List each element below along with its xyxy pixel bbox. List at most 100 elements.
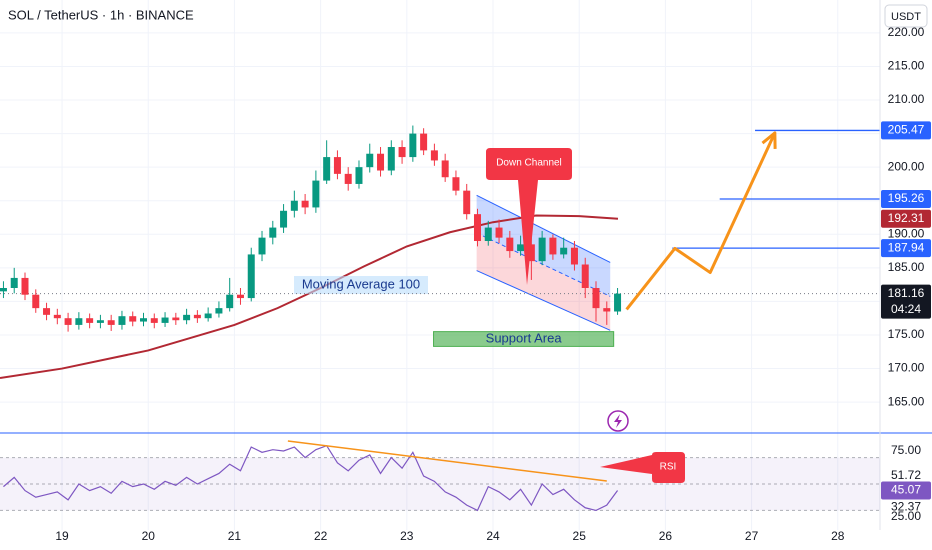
candle-body xyxy=(53,314,61,319)
channel-upper-line xyxy=(476,194,611,263)
candle-body xyxy=(107,320,115,325)
last-price-label: 181.16 xyxy=(888,286,925,300)
channel-mid-line xyxy=(476,232,611,297)
candle-body xyxy=(215,308,223,314)
candle-body xyxy=(140,318,148,322)
x-tick-label: 20 xyxy=(142,529,156,543)
candle-body xyxy=(495,227,503,238)
rsi-callout xyxy=(600,452,685,483)
candle-body xyxy=(96,320,104,323)
candle-body xyxy=(161,317,169,323)
support-area xyxy=(433,331,615,347)
candle-body xyxy=(21,277,29,295)
candle-body xyxy=(247,254,255,299)
x-tick-label: 22 xyxy=(314,529,328,543)
x-tick-label: 25 xyxy=(573,529,587,543)
level-label-bg xyxy=(881,121,931,140)
candle-body xyxy=(301,200,309,208)
candle-body xyxy=(75,318,83,325)
ma-label: Moving Average 100 xyxy=(302,276,420,291)
level-label: 187.94 xyxy=(888,240,925,254)
candle-body xyxy=(10,277,18,288)
candle-body xyxy=(269,227,277,238)
candle-body xyxy=(150,318,158,323)
x-tick-label: 27 xyxy=(745,529,759,543)
level-label-bg xyxy=(881,239,931,258)
candle-body xyxy=(226,294,234,309)
candle-body xyxy=(387,147,395,171)
channel-lower-line xyxy=(476,270,611,331)
candle-body xyxy=(581,264,589,288)
y-tick-label: 175.00 xyxy=(888,327,925,341)
level-label-bg xyxy=(881,189,931,208)
last-price-bg xyxy=(881,284,931,319)
candle-body xyxy=(377,153,385,171)
rsi-last-label: 45.07 xyxy=(891,483,921,497)
candle-body xyxy=(280,210,288,228)
rsi-trendline xyxy=(287,440,607,482)
candle-body xyxy=(43,308,51,315)
candle-body xyxy=(452,177,460,191)
level-label: 195.26 xyxy=(888,191,925,205)
currency-label[interactable]: USDT xyxy=(891,11,921,23)
y-tick-label: 170.00 xyxy=(888,361,925,375)
alert-bolt xyxy=(614,414,622,428)
candle-body xyxy=(517,244,525,252)
candle-body xyxy=(441,160,449,178)
ma-label-bg xyxy=(294,276,428,294)
candle-body xyxy=(258,237,266,255)
candle-body xyxy=(409,133,417,158)
candle-body xyxy=(484,227,492,242)
rsi-tick-label: 75.00 xyxy=(891,443,921,457)
candle-body xyxy=(366,153,374,168)
y-tick-label: 220.00 xyxy=(888,25,925,39)
candle-body xyxy=(129,316,137,322)
rsi-last-bg xyxy=(881,481,931,500)
candle-body xyxy=(506,237,514,252)
candle-body xyxy=(398,147,406,158)
ma-value-label: 192.31 xyxy=(888,211,925,225)
candle-body xyxy=(86,318,94,323)
candle-body xyxy=(603,308,611,312)
candle-body xyxy=(64,318,72,325)
candle-body xyxy=(560,247,568,255)
y-tick-label: 185.00 xyxy=(888,260,925,274)
down-channel-label: Down Channel xyxy=(496,158,562,169)
x-tick-label: 28 xyxy=(831,529,845,543)
x-tick-label: 24 xyxy=(486,529,500,543)
ma-value-label-bg xyxy=(881,209,931,228)
candle-body xyxy=(473,214,481,242)
moving-average-line xyxy=(0,214,619,379)
x-tick-label: 23 xyxy=(400,529,414,543)
level-label: 205.47 xyxy=(888,123,925,137)
candle-body xyxy=(193,314,201,319)
candle-body xyxy=(538,237,546,262)
candle-body xyxy=(420,133,428,151)
countdown-label: 04:24 xyxy=(891,302,921,316)
candle-body xyxy=(527,244,535,262)
rsi-level-label: 51.72 xyxy=(891,468,921,482)
symbol-title[interactable]: SOL / TetherUS · 1h · BINANCE xyxy=(8,7,194,22)
x-tick-label: 26 xyxy=(659,529,673,543)
y-tick-label: 210.00 xyxy=(888,92,925,106)
currency-button[interactable] xyxy=(884,4,928,28)
candle-body xyxy=(290,200,298,211)
candle-body xyxy=(312,180,320,208)
x-tick-label: 21 xyxy=(228,529,242,543)
candle-body xyxy=(0,287,7,292)
down-channel-callout xyxy=(486,148,572,285)
candle-body xyxy=(570,247,578,265)
candle-body xyxy=(430,150,438,161)
candle-body xyxy=(204,313,212,319)
candle-body xyxy=(549,237,557,255)
candle-body xyxy=(614,293,622,312)
rsi-tick-label: 25.00 xyxy=(891,509,921,523)
projection-path xyxy=(625,132,777,311)
candle-body xyxy=(592,287,600,309)
candle-body xyxy=(333,157,341,174)
rsi-callout-label: RSI xyxy=(660,462,677,473)
y-tick-label: 200.00 xyxy=(888,159,925,173)
candle-body xyxy=(463,190,471,215)
